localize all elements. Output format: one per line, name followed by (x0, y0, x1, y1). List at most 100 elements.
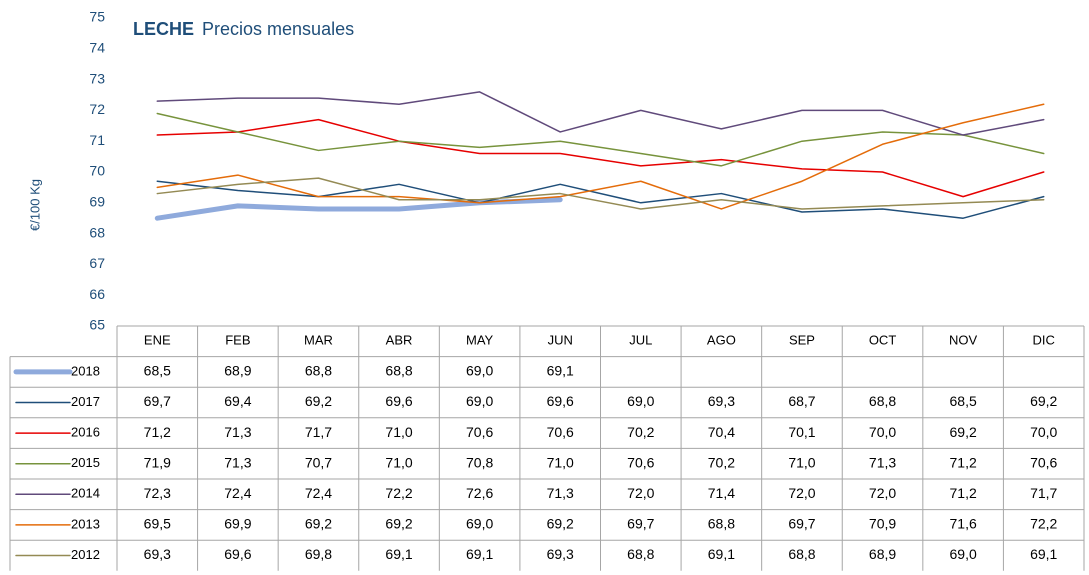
y-tick-label: 69 (89, 194, 105, 210)
y-tick-label: 65 (89, 317, 105, 333)
value-label: 71,7 (1030, 485, 1057, 501)
legend-label: 2014 (71, 486, 100, 501)
value-label: 69,4 (224, 393, 251, 409)
value-label: 72,4 (224, 485, 251, 501)
series-line (156, 180, 1045, 219)
value-label: 69,0 (466, 393, 493, 409)
y-tick-label: 72 (89, 101, 105, 117)
series-line (156, 103, 1045, 210)
value-label: 69,2 (1030, 393, 1057, 409)
value-label: 69,1 (547, 363, 574, 379)
value-label: 71,7 (305, 424, 332, 440)
value-label: 69,1 (385, 546, 412, 562)
value-label: 71,0 (547, 454, 574, 470)
legend-label: 2012 (71, 547, 100, 562)
value-label: 70,1 (788, 424, 815, 440)
value-label: 71,9 (144, 454, 171, 470)
value-label: 69,2 (950, 424, 977, 440)
y-tick-label: 70 (89, 163, 105, 179)
value-label: 72,0 (869, 485, 896, 501)
value-label: 71,0 (385, 424, 412, 440)
value-label: 69,7 (627, 516, 654, 532)
value-label: 71,2 (950, 454, 977, 470)
legend-label: 2017 (71, 394, 100, 409)
legend-label: 2018 (71, 363, 100, 378)
value-label: 71,4 (708, 485, 735, 501)
value-label: 71,6 (950, 516, 977, 532)
value-label: 69,7 (788, 516, 815, 532)
chart-subtitle: Precios mensuales (202, 19, 354, 39)
x-tick-label: SEP (789, 333, 815, 348)
value-label: 72,2 (1030, 516, 1057, 532)
y-tick-label: 67 (89, 255, 105, 271)
value-label: 71,3 (869, 454, 896, 470)
value-label: 69,9 (224, 516, 251, 532)
value-label: 69,0 (466, 516, 493, 532)
y-tick-label: 73 (89, 70, 105, 86)
chart-title: LECHE (133, 19, 194, 39)
series-line (156, 177, 1045, 210)
series-line (156, 112, 1045, 167)
value-label: 70,9 (869, 516, 896, 532)
value-label: 69,2 (547, 516, 574, 532)
series-line (154, 197, 563, 221)
value-label: 69,1 (1030, 546, 1057, 562)
value-label: 70,8 (466, 454, 493, 470)
value-label: 68,8 (305, 363, 332, 379)
value-label: 69,0 (627, 393, 654, 409)
x-tick-label: MAR (304, 333, 333, 348)
legend-label: 2016 (71, 425, 100, 440)
value-label: 70,7 (305, 454, 332, 470)
value-label: 72,6 (466, 485, 493, 501)
value-label: 71,0 (385, 454, 412, 470)
value-label: 71,3 (224, 454, 251, 470)
value-label: 68,5 (950, 393, 977, 409)
value-label: 71,2 (144, 424, 171, 440)
x-tick-label: NOV (949, 333, 978, 348)
value-label: 68,8 (627, 546, 654, 562)
value-label: 69,6 (385, 393, 412, 409)
value-label: 71,3 (224, 424, 251, 440)
series-line (156, 118, 1045, 198)
y-tick-label: 74 (89, 40, 105, 56)
series-line (156, 91, 1045, 136)
value-label: 69,2 (305, 516, 332, 532)
value-label: 69,0 (950, 546, 977, 562)
chart-title: LECHE Precios mensuales (133, 19, 354, 39)
y-tick-label: 75 (89, 9, 105, 25)
value-label: 69,1 (466, 546, 493, 562)
value-label: 70,2 (627, 424, 654, 440)
value-label: 70,6 (1030, 454, 1057, 470)
value-label: 68,8 (788, 546, 815, 562)
value-label: 72,0 (788, 485, 815, 501)
value-label: 71,3 (547, 485, 574, 501)
value-label: 70,0 (869, 424, 896, 440)
x-tick-label: MAY (466, 333, 494, 348)
value-label: 69,2 (385, 516, 412, 532)
y-tick-label: 71 (89, 132, 105, 148)
x-tick-label: DIC (1033, 333, 1055, 348)
value-label: 68,9 (869, 546, 896, 562)
value-label: 70,6 (466, 424, 493, 440)
x-tick-label: JUN (548, 333, 573, 348)
value-label: 69,3 (708, 393, 735, 409)
legend-label: 2015 (71, 455, 100, 470)
value-label: 70,6 (627, 454, 654, 470)
y-axis-label: €/100 Kg (27, 179, 42, 231)
x-tick-label: AGO (707, 333, 736, 348)
value-label: 72,2 (385, 485, 412, 501)
y-tick-label: 68 (89, 224, 105, 240)
value-label: 68,8 (869, 393, 896, 409)
value-label: 68,5 (144, 363, 171, 379)
value-label: 69,3 (144, 546, 171, 562)
y-tick-label: 66 (89, 286, 105, 302)
value-label: 72,0 (627, 485, 654, 501)
x-tick-label: OCT (869, 333, 897, 348)
value-label: 72,3 (144, 485, 171, 501)
value-label: 70,4 (708, 424, 735, 440)
value-label: 69,3 (547, 546, 574, 562)
x-tick-label: ABR (386, 333, 413, 348)
value-label: 69,6 (547, 393, 574, 409)
value-label: 69,2 (305, 393, 332, 409)
